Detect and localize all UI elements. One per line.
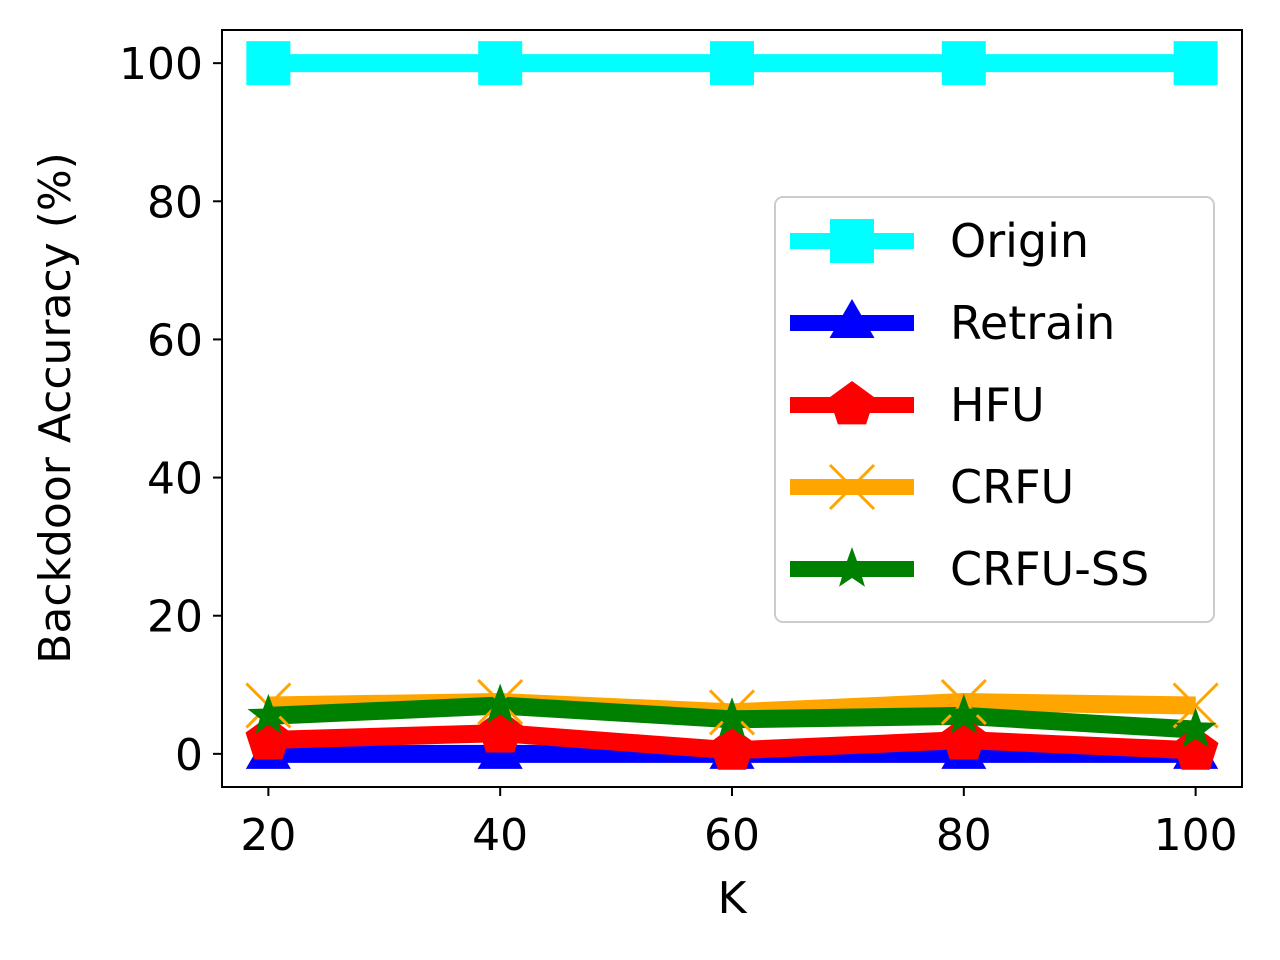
data-point-crfu-ss bbox=[247, 693, 290, 734]
y-tick-label: 0 bbox=[175, 730, 203, 781]
legend-item-retrain: Retrain bbox=[790, 296, 1115, 350]
legend-label-origin: Origin bbox=[950, 214, 1089, 268]
data-point-hfu bbox=[1172, 726, 1219, 770]
x-axis: 20 40 60 80 100 bbox=[240, 787, 1238, 861]
series-markers-crfu-ss bbox=[247, 683, 1217, 748]
legend-label-retrain: Retrain bbox=[950, 296, 1115, 350]
y-axis: 0 20 40 60 80 100 bbox=[119, 39, 222, 781]
legend-item-crfu-ss: CRFU-SS bbox=[790, 542, 1149, 596]
data-point-hfu bbox=[245, 716, 292, 760]
legend-entries: Origin Retrain HFU CRFU CRFU-SS bbox=[790, 214, 1149, 596]
legend-item-hfu: HFU bbox=[790, 378, 1045, 432]
legend-marker-hfu bbox=[829, 381, 875, 425]
data-point-crfu-ss bbox=[479, 683, 522, 724]
data-point-crfu bbox=[1172, 682, 1219, 729]
x-tick-label: 60 bbox=[704, 810, 760, 861]
data-point-origin bbox=[710, 41, 754, 86]
x-tick-label: 40 bbox=[472, 810, 528, 861]
series-markers-origin bbox=[246, 41, 1218, 86]
data-point-origin bbox=[941, 41, 986, 86]
x-tick-label: 80 bbox=[936, 810, 992, 861]
y-tick-label: 20 bbox=[147, 592, 203, 643]
data-point-hfu bbox=[940, 716, 987, 760]
series-markers bbox=[245, 41, 1219, 770]
y-tick-label: 80 bbox=[147, 177, 203, 228]
y-tick-label: 60 bbox=[147, 315, 203, 366]
data-point-crfu-ss bbox=[942, 693, 985, 734]
legend-label-crfu-ss: CRFU-SS bbox=[950, 542, 1149, 596]
legend-marker-crfu bbox=[828, 463, 876, 511]
data-point-hfu bbox=[709, 726, 755, 770]
y-tick-label: 100 bbox=[119, 39, 203, 90]
legend-marker-retrain bbox=[829, 299, 875, 338]
legend: Origin Retrain HFU CRFU CRFU-SS bbox=[774, 196, 1215, 623]
legend-item-crfu: CRFU bbox=[790, 460, 1074, 514]
legend-frame bbox=[774, 196, 1215, 623]
x-tick-label: 100 bbox=[1154, 810, 1238, 861]
legend-label-hfu: HFU bbox=[950, 378, 1045, 432]
x-tick-label: 20 bbox=[240, 810, 296, 861]
data-point-origin bbox=[478, 41, 523, 86]
legend-marker-crfu-ss bbox=[831, 547, 873, 587]
y-axis-label: Backdoor Accuracy (%) bbox=[30, 152, 81, 664]
y-tick-label: 40 bbox=[147, 454, 203, 505]
data-point-hfu bbox=[477, 709, 524, 753]
data-point-crfu-ss bbox=[1174, 707, 1217, 748]
legend-marker-origin bbox=[830, 219, 874, 263]
series-markers-hfu bbox=[245, 709, 1219, 770]
data-point-crfu-ss bbox=[711, 697, 753, 738]
x-axis-label: K bbox=[718, 873, 748, 924]
data-point-origin bbox=[246, 41, 291, 86]
legend-item-origin: Origin bbox=[790, 214, 1089, 268]
data-point-origin bbox=[1173, 41, 1218, 86]
legend-label-crfu: CRFU bbox=[950, 460, 1074, 514]
